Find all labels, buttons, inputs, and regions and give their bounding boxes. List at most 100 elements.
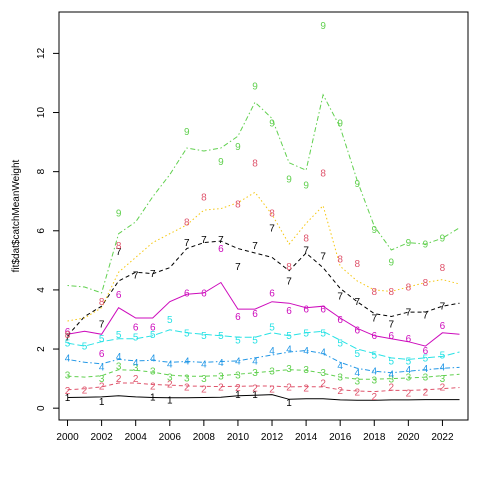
data-point-3: 3 <box>389 375 395 386</box>
data-point-4: 4 <box>150 353 156 364</box>
y-tick-label: 2 <box>36 346 47 352</box>
data-point-9: 9 <box>440 234 446 245</box>
y-tick-label: 4 <box>36 287 47 293</box>
x-tick-label: 2014 <box>295 432 318 443</box>
data-point-3: 3 <box>354 376 360 387</box>
data-point-4: 4 <box>116 352 122 363</box>
data-point-9: 9 <box>423 240 429 251</box>
data-point-9: 9 <box>116 209 122 220</box>
data-point-6: 6 <box>99 349 105 360</box>
data-point-1: 1 <box>99 397 105 408</box>
data-point-8: 8 <box>99 297 105 308</box>
data-point-6: 6 <box>354 325 360 336</box>
data-point-8: 8 <box>269 209 275 220</box>
data-point-1: 1 <box>235 390 241 401</box>
x-tick-label: 2002 <box>90 432 113 443</box>
data-point-2: 2 <box>440 382 446 393</box>
data-point-3: 3 <box>423 373 429 384</box>
data-point-6: 6 <box>303 305 309 316</box>
data-point-4: 4 <box>303 346 309 357</box>
x-tick-label: 2022 <box>431 432 454 443</box>
data-point-6: 6 <box>65 327 71 338</box>
series-line-4 <box>67 349 460 374</box>
data-point-7: 7 <box>235 262 241 273</box>
data-point-8: 8 <box>201 192 207 203</box>
data-point-5: 5 <box>423 353 429 364</box>
data-point-5: 5 <box>320 328 326 339</box>
x-tick-label: 2008 <box>193 432 216 443</box>
data-point-5: 5 <box>201 331 207 342</box>
data-point-4: 4 <box>99 362 105 373</box>
data-point-2: 2 <box>167 379 173 390</box>
series-line-2 <box>67 382 460 393</box>
data-point-7: 7 <box>133 271 139 282</box>
data-point-8: 8 <box>320 169 326 180</box>
data-point-6: 6 <box>389 331 395 342</box>
data-point-4: 4 <box>389 370 395 381</box>
y-axis-title: fit$dat$catchMeanWeight <box>11 159 22 272</box>
data-point-7: 7 <box>389 319 395 330</box>
data-point-1: 1 <box>65 393 71 404</box>
data-point-8: 8 <box>116 241 122 252</box>
data-point-3: 3 <box>286 364 292 375</box>
data-point-5: 5 <box>116 330 122 341</box>
data-point-3: 3 <box>150 367 156 378</box>
data-point-5: 5 <box>82 342 88 353</box>
data-point-3: 3 <box>303 365 309 376</box>
data-point-4: 4 <box>406 365 412 376</box>
data-point-5: 5 <box>99 334 105 345</box>
data-point-3: 3 <box>201 374 207 385</box>
series-line-9 <box>67 93 460 294</box>
data-point-5: 5 <box>406 356 412 367</box>
data-point-5: 5 <box>218 331 224 342</box>
data-point-2: 2 <box>82 385 88 396</box>
data-point-7: 7 <box>184 238 190 249</box>
data-point-4: 4 <box>423 364 429 375</box>
data-point-2: 2 <box>218 382 224 393</box>
x-axis: 2000 2002 2004 2006 2008 2010 2012 2014 2016 2018… <box>56 419 454 443</box>
data-point-5: 5 <box>286 331 292 342</box>
data-point-3: 3 <box>440 374 446 385</box>
data-point-4: 4 <box>337 361 343 372</box>
data-point-5: 5 <box>389 356 395 367</box>
series-line-3 <box>67 369 460 380</box>
y-tick-label: 0 <box>36 405 47 411</box>
data-point-8: 8 <box>303 234 309 245</box>
data-point-6: 6 <box>286 306 292 317</box>
data-point-2: 2 <box>235 383 241 394</box>
y-tick-label: 12 <box>36 47 47 59</box>
data-point-2: 2 <box>252 384 258 395</box>
data-point-1: 1 <box>252 390 258 401</box>
data-point-2: 2 <box>423 387 429 398</box>
data-point-5: 5 <box>167 315 173 326</box>
data-point-3: 3 <box>65 371 71 382</box>
data-point-9: 9 <box>337 118 343 129</box>
data-point-4: 4 <box>218 358 224 369</box>
data-point-9: 9 <box>303 180 309 191</box>
y-axis: 0 2 4 6 8 10 12 <box>36 47 60 411</box>
data-point-4: 4 <box>286 345 292 356</box>
data-point-9: 9 <box>406 238 412 249</box>
data-point-4: 4 <box>354 368 360 379</box>
data-point-3: 3 <box>252 368 258 379</box>
data-point-8: 8 <box>235 200 241 211</box>
data-point-8: 8 <box>252 158 258 169</box>
x-tick-label: 2018 <box>363 432 386 443</box>
data-point-2: 2 <box>337 386 343 397</box>
data-point-9: 9 <box>286 175 292 186</box>
data-point-6: 6 <box>201 288 207 299</box>
plot-lines <box>67 93 460 401</box>
data-point-8: 8 <box>337 254 343 265</box>
data-point-5: 5 <box>354 349 360 360</box>
data-point-7: 7 <box>116 247 122 258</box>
data-point-5: 5 <box>133 333 139 344</box>
data-point-7: 7 <box>252 241 258 252</box>
data-point-2: 2 <box>354 387 360 398</box>
data-point-7: 7 <box>371 314 377 325</box>
x-tick-label: 2020 <box>397 432 420 443</box>
data-point-9: 9 <box>269 118 275 129</box>
data-point-1: 1 <box>286 398 292 409</box>
data-point-4: 4 <box>133 358 139 369</box>
y-tick-label: 6 <box>36 228 47 234</box>
